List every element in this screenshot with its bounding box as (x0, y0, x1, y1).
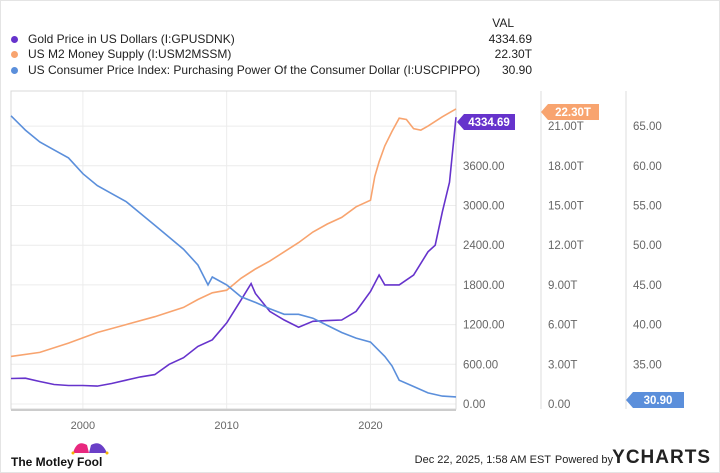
y-tick-label-m2: 3.00T (548, 359, 577, 371)
y-tick-label-m2: 6.00T (548, 320, 577, 332)
series-line-m2 (10, 108, 457, 358)
x-tick-label: 2020 (358, 420, 382, 432)
legend-value-m2: 22.30T (494, 47, 532, 61)
y-tick-label-m2: 12.00T (548, 240, 584, 252)
y-tick-label-m2: 9.00T (548, 280, 577, 292)
y-tick-label-gold: 1800.00 (463, 280, 505, 292)
legend-label: US Consumer Price Index: Purchasing Powe… (28, 63, 481, 77)
x-tick-label: 2000 (71, 420, 95, 432)
series-line-cpi (10, 115, 457, 398)
y-tick-label-m2: 0.00 (548, 399, 570, 411)
y-tick-label-cpi: 50.00 (633, 240, 662, 252)
y-tick-label-gold: 3600.00 (463, 161, 505, 173)
y-tick-label-gold: 3000.00 (463, 201, 505, 213)
powered-by: Powered by (554, 454, 613, 466)
y-tick-label-cpi: 40.00 (633, 320, 662, 332)
legend-value-cpi: 30.90 (501, 63, 532, 77)
y-tick-label-cpi: 45.00 (633, 280, 662, 292)
y-tick-label-cpi: 35.00 (633, 359, 662, 371)
m2-tag-label: 22.30T (555, 107, 591, 119)
y-tick-label-cpi: 60.00 (633, 161, 662, 173)
gold-tag (457, 114, 515, 130)
y-tick-label-m2: 18.00T (548, 161, 584, 173)
gold-tag-label: 4334.69 (468, 117, 510, 129)
y-tick-label-cpi: 65.00 (633, 121, 662, 133)
y-tick-label-gold: 1200.00 (463, 320, 505, 332)
cpi-dot-icon (11, 66, 18, 74)
timestamp: Dec 22, 2025, 1:58 AM EST (414, 454, 551, 466)
m2-dot-icon (11, 50, 18, 58)
legend-item-gold: Gold Price in US Dollars (I:GPUSDNK) (11, 32, 235, 46)
y-tick-label-cpi: 55.00 (633, 201, 662, 213)
y-tick-label-gold: 0.00 (463, 399, 485, 411)
motley-fool-text: The Motley Fool (11, 455, 103, 469)
legend-item-m2: US M2 Money Supply (I:USM2MSSM) (11, 47, 231, 61)
cpi-tag-label: 30.90 (644, 395, 673, 407)
y-tick-label-gold: 600.00 (463, 359, 498, 371)
m2-tag (541, 104, 599, 120)
jester-hat-icon (71, 443, 109, 455)
series-line-gold (10, 117, 457, 387)
legend-header: VAL (492, 16, 514, 30)
legend-item-cpi: US Consumer Price Index: Purchasing Powe… (11, 63, 480, 77)
x-tick-label: 2010 (214, 420, 238, 432)
ycharts-logo[interactable]: YCHARTS (612, 447, 711, 468)
cpi-tag (626, 392, 684, 408)
legend-value-gold: 4334.69 (488, 32, 532, 46)
y-tick-label-m2: 21.00T (548, 121, 584, 133)
motley-fool-logo: The Motley Fool (11, 441, 109, 469)
gold-dot-icon (11, 35, 18, 43)
legend-label: Gold Price in US Dollars (I:GPUSDNK) (28, 32, 235, 46)
y-tick-label-gold: 2400.00 (463, 240, 505, 252)
y-tick-label-m2: 15.00T (548, 201, 584, 213)
legend-label: US M2 Money Supply (I:USM2MSSM) (28, 47, 232, 61)
